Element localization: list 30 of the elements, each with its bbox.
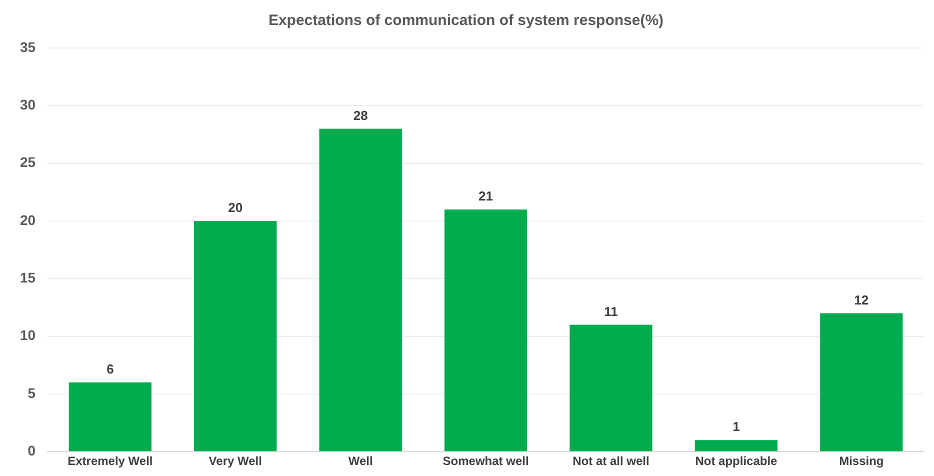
bar	[68, 382, 152, 452]
data-label: 12	[854, 292, 869, 308]
x-tick-label: Extremely Well	[68, 454, 153, 468]
y-tick-label: 10	[20, 327, 36, 344]
bar	[319, 128, 402, 452]
data-label: 6	[106, 361, 114, 376]
bar	[194, 220, 277, 452]
x-tick-label: Missing	[839, 454, 884, 468]
x-tick-label: Not at all well	[572, 454, 650, 468]
y-tick-label: 30	[20, 96, 36, 113]
y-tick-label: 25	[20, 154, 36, 170]
chart-title: Expectations of communication of system response(%)	[268, 12, 664, 30]
y-tick-label: 35	[20, 38, 36, 55]
x-tick-label: Not applicable	[695, 454, 778, 468]
x-tick-label: Somewhat well	[442, 454, 529, 468]
bar	[444, 209, 528, 452]
x-tick-label: Well	[348, 454, 373, 468]
data-label: 28	[353, 108, 368, 123]
bar	[570, 324, 652, 452]
y-tick-label: 0	[28, 442, 36, 458]
y-tick-label: 20	[20, 212, 36, 228]
x-tick-label: Very Well	[208, 454, 262, 468]
data-label: 11	[604, 304, 618, 319]
y-tick-label: 15	[20, 269, 36, 286]
data-label: 1	[732, 419, 740, 434]
y-tick-label: 5	[28, 384, 36, 401]
data-label: 20	[228, 200, 243, 216]
bar	[694, 440, 778, 452]
bar	[820, 313, 903, 452]
data-label: 21	[478, 188, 494, 204]
